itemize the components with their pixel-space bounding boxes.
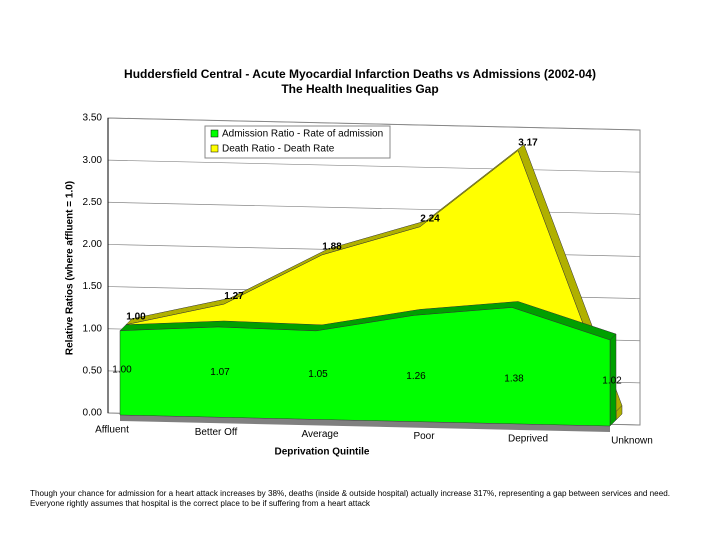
x-tick-label: Affluent (95, 425, 129, 436)
y-tick-label: 3.50 (83, 113, 103, 124)
data-label: 1.00 (126, 311, 146, 322)
data-label: 1.02 (602, 376, 622, 387)
grid-line (107, 201, 641, 215)
legend-label: Death Ratio - Death Rate (222, 144, 335, 155)
area (119, 307, 611, 427)
grid-line (107, 117, 641, 131)
chart-subtitle: The Health Inequalities Gap (281, 82, 438, 96)
x-axis-title: Deprivation Quintile (274, 447, 369, 458)
data-label: 1.00 (112, 365, 132, 376)
legend-swatch (210, 144, 219, 153)
x-tick-label: Better Off (195, 427, 238, 438)
chart-title: Huddersfield Central - Acute Myocardial … (124, 67, 596, 81)
y-tick-label: 0.50 (83, 365, 103, 376)
y-tick-label: 0.00 (83, 408, 103, 419)
data-label: 1.05 (308, 369, 328, 380)
data-label: 1.07 (210, 367, 230, 378)
data-label: 1.27 (224, 291, 244, 302)
y-tick-label: 1.00 (83, 323, 103, 334)
grid-line (107, 159, 641, 173)
x-tick-label: Average (301, 429, 339, 440)
footnote: Though your chance for admission for a h… (30, 489, 670, 498)
footnote: Everyone rightly assumes that hospital i… (30, 499, 371, 508)
data-label: 2.24 (420, 213, 440, 224)
y-tick-label: 2.00 (83, 239, 103, 250)
data-label: 1.26 (406, 371, 426, 382)
x-tick-label: Unknown (611, 436, 653, 447)
y-tick-label: 2.50 (83, 197, 103, 208)
floor (120, 415, 610, 432)
legend-label: Admission Ratio - Rate of admission (222, 129, 383, 140)
y-tick-label: 1.50 (83, 281, 103, 292)
y-tick-label: 3.00 (83, 155, 103, 166)
data-label: 1.88 (322, 242, 342, 253)
y-axis-title: Relative Ratios (where affluent = 1.0) (65, 181, 76, 355)
data-label: 1.38 (504, 373, 524, 384)
x-tick-label: Deprived (508, 433, 548, 444)
legend-swatch (210, 129, 219, 138)
data-label: 3.17 (518, 137, 538, 148)
x-tick-label: Poor (413, 431, 435, 442)
legend-box (204, 125, 391, 159)
